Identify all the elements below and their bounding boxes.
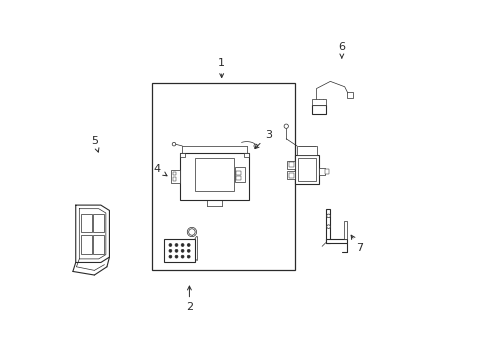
- Bar: [195, 158, 234, 191]
- Circle shape: [189, 229, 195, 235]
- Circle shape: [169, 255, 172, 258]
- Circle shape: [181, 244, 184, 247]
- Circle shape: [181, 249, 184, 252]
- Bar: [172, 170, 180, 183]
- Text: 1: 1: [218, 58, 225, 77]
- Circle shape: [284, 124, 289, 129]
- Bar: [290, 173, 294, 178]
- Bar: [172, 177, 176, 181]
- Bar: [347, 92, 353, 98]
- Bar: [297, 146, 317, 155]
- Bar: [93, 214, 104, 232]
- Bar: [245, 153, 248, 157]
- Bar: [298, 158, 316, 181]
- Bar: [325, 169, 329, 174]
- Bar: [81, 214, 92, 232]
- Bar: [290, 162, 294, 167]
- Circle shape: [169, 249, 172, 252]
- Bar: [326, 209, 330, 243]
- Circle shape: [175, 255, 178, 258]
- Bar: [235, 167, 245, 182]
- Bar: [313, 99, 326, 105]
- Bar: [313, 105, 326, 114]
- Text: 7: 7: [351, 235, 363, 253]
- Circle shape: [175, 249, 178, 252]
- Bar: [180, 153, 248, 200]
- Circle shape: [169, 244, 172, 247]
- Circle shape: [175, 244, 178, 247]
- Circle shape: [187, 249, 190, 252]
- Circle shape: [187, 244, 190, 247]
- Bar: [344, 221, 347, 239]
- Bar: [236, 176, 241, 180]
- Text: 2: 2: [186, 286, 193, 312]
- Bar: [287, 171, 295, 179]
- Polygon shape: [76, 205, 109, 262]
- Text: 4: 4: [153, 164, 167, 176]
- Bar: [295, 155, 319, 184]
- Bar: [81, 235, 92, 254]
- Circle shape: [254, 144, 258, 148]
- Circle shape: [327, 214, 330, 218]
- Bar: [236, 171, 241, 175]
- Circle shape: [187, 255, 190, 258]
- Bar: [164, 239, 195, 262]
- Text: 5: 5: [91, 136, 99, 152]
- Bar: [180, 153, 185, 157]
- Polygon shape: [79, 209, 106, 259]
- Bar: [172, 172, 176, 175]
- Circle shape: [181, 255, 184, 258]
- Text: 3: 3: [255, 130, 272, 149]
- Bar: [93, 235, 104, 254]
- Bar: [318, 168, 325, 175]
- Bar: [287, 161, 295, 168]
- Text: 6: 6: [338, 42, 345, 58]
- Bar: [326, 239, 347, 243]
- Bar: [152, 83, 295, 270]
- Circle shape: [172, 142, 176, 146]
- Circle shape: [327, 225, 330, 228]
